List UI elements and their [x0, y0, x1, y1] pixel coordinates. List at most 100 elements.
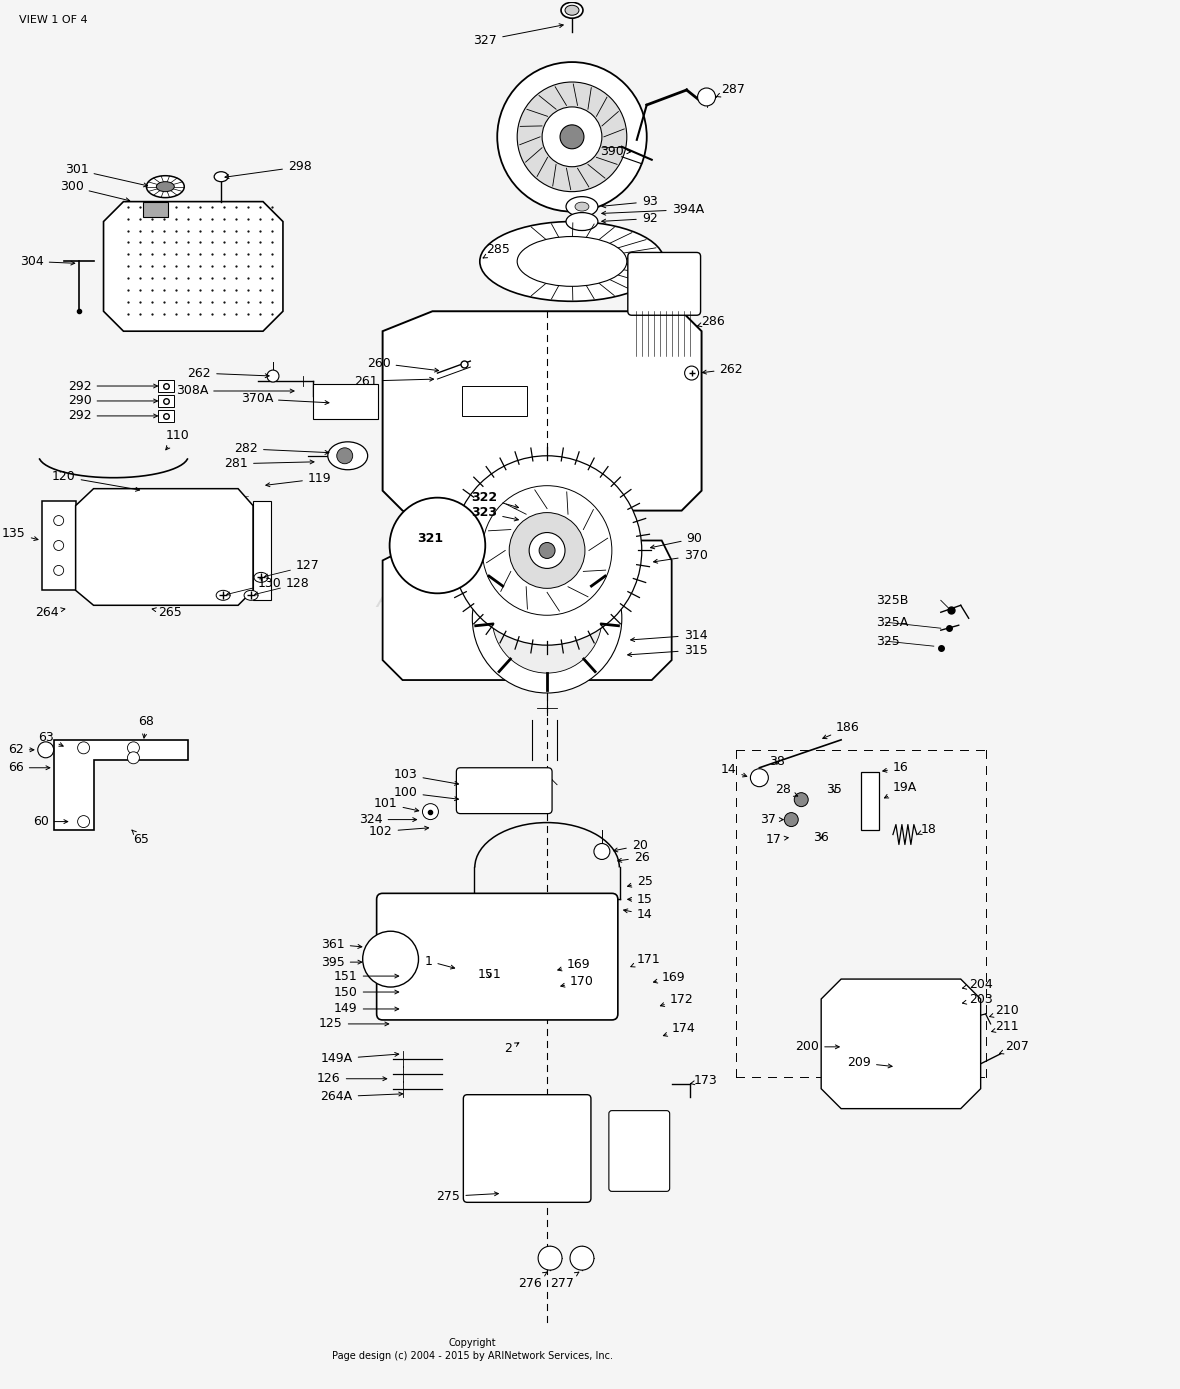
- Text: 260: 260: [367, 357, 439, 372]
- FancyBboxPatch shape: [464, 1095, 591, 1203]
- Circle shape: [452, 456, 642, 644]
- FancyBboxPatch shape: [628, 253, 701, 315]
- Text: 170: 170: [560, 975, 594, 988]
- FancyBboxPatch shape: [376, 893, 618, 1020]
- Ellipse shape: [254, 572, 268, 582]
- Circle shape: [510, 513, 585, 589]
- Text: 125: 125: [319, 1017, 388, 1031]
- Circle shape: [684, 367, 699, 381]
- Text: 128: 128: [255, 578, 309, 596]
- Polygon shape: [382, 540, 671, 681]
- Text: ARI Parts Stream: ARI Parts Stream: [376, 589, 589, 613]
- Text: 100: 100: [394, 786, 459, 800]
- Text: 2: 2: [504, 1042, 519, 1056]
- Text: 277: 277: [550, 1272, 579, 1289]
- Ellipse shape: [216, 590, 230, 600]
- Text: 149A: 149A: [321, 1053, 399, 1065]
- Circle shape: [389, 497, 485, 593]
- Text: 19A: 19A: [885, 781, 917, 797]
- Text: 28: 28: [775, 783, 798, 796]
- Text: 14: 14: [721, 763, 747, 776]
- Text: 26: 26: [617, 851, 649, 864]
- Text: 15: 15: [628, 893, 653, 906]
- Text: 276: 276: [518, 1272, 548, 1289]
- Text: 210: 210: [990, 1004, 1020, 1018]
- Text: 209: 209: [847, 1056, 892, 1070]
- Polygon shape: [861, 772, 879, 829]
- Text: 60: 60: [33, 815, 67, 828]
- Circle shape: [127, 742, 139, 754]
- Bar: [463, 386, 527, 415]
- Text: 66: 66: [8, 761, 50, 774]
- Circle shape: [78, 742, 90, 754]
- Text: 149: 149: [334, 1003, 399, 1015]
- Circle shape: [472, 543, 622, 693]
- Circle shape: [539, 543, 555, 558]
- Text: 93: 93: [602, 194, 657, 208]
- Text: 17: 17: [766, 833, 788, 846]
- Text: 264: 264: [35, 606, 65, 618]
- Text: 211: 211: [991, 1021, 1020, 1033]
- Text: 38: 38: [769, 756, 785, 768]
- Text: 151: 151: [334, 970, 399, 982]
- Circle shape: [594, 843, 610, 860]
- Text: 101: 101: [374, 797, 419, 813]
- Text: 315: 315: [628, 643, 707, 657]
- Text: 169: 169: [654, 971, 686, 983]
- Text: 171: 171: [631, 953, 661, 967]
- Text: 169: 169: [558, 957, 591, 971]
- Polygon shape: [54, 740, 189, 829]
- Circle shape: [538, 1246, 562, 1270]
- Circle shape: [54, 515, 64, 525]
- Text: 285: 285: [483, 243, 510, 258]
- Ellipse shape: [517, 236, 627, 286]
- Ellipse shape: [328, 442, 368, 469]
- Text: 92: 92: [602, 213, 657, 225]
- Text: 25: 25: [628, 875, 653, 888]
- Text: 130: 130: [227, 578, 282, 596]
- Circle shape: [492, 564, 602, 674]
- Text: 172: 172: [661, 993, 694, 1007]
- Text: Copyright: Copyright: [448, 1338, 496, 1347]
- Text: 262: 262: [702, 363, 743, 375]
- Text: 127: 127: [264, 560, 320, 578]
- Text: 135: 135: [2, 526, 38, 540]
- Circle shape: [267, 369, 278, 382]
- Text: 110: 110: [165, 429, 189, 450]
- Ellipse shape: [566, 213, 598, 231]
- Text: 36: 36: [813, 831, 830, 845]
- Circle shape: [54, 540, 64, 550]
- Text: 301: 301: [65, 164, 148, 188]
- Text: 370A: 370A: [241, 393, 329, 406]
- Polygon shape: [382, 311, 702, 540]
- Circle shape: [127, 751, 139, 764]
- Text: 325: 325: [876, 635, 899, 647]
- Text: 370: 370: [654, 549, 708, 563]
- Text: 1: 1: [425, 954, 454, 970]
- Ellipse shape: [566, 197, 598, 217]
- Bar: [158, 410, 175, 422]
- Ellipse shape: [560, 3, 583, 18]
- Text: 186: 186: [822, 721, 860, 739]
- Text: 281: 281: [224, 457, 314, 471]
- Text: 321: 321: [418, 532, 444, 544]
- Polygon shape: [41, 500, 76, 590]
- Text: 20: 20: [614, 839, 648, 851]
- Circle shape: [54, 565, 64, 575]
- Polygon shape: [144, 201, 169, 217]
- Circle shape: [750, 768, 768, 786]
- Polygon shape: [76, 489, 253, 606]
- Text: 68: 68: [138, 715, 155, 738]
- Ellipse shape: [146, 175, 184, 197]
- Ellipse shape: [575, 203, 589, 211]
- Text: 126: 126: [317, 1072, 387, 1085]
- Text: 265: 265: [152, 606, 182, 618]
- Text: 298: 298: [225, 160, 312, 179]
- Text: 63: 63: [38, 732, 64, 746]
- Text: 304: 304: [20, 256, 74, 268]
- Text: 65: 65: [132, 831, 150, 846]
- FancyBboxPatch shape: [457, 768, 552, 814]
- Polygon shape: [821, 979, 981, 1108]
- Bar: [158, 394, 175, 407]
- Bar: [313, 383, 378, 419]
